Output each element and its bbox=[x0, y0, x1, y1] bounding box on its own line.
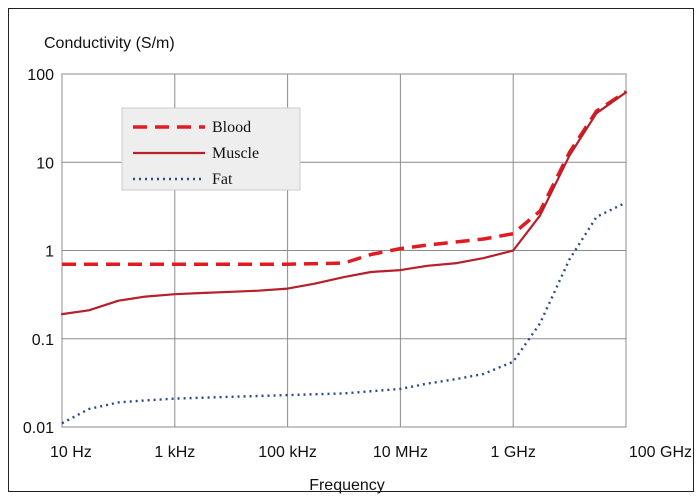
x-tick-label: 100 GHz bbox=[629, 444, 692, 461]
y-tick-label: 10 bbox=[36, 155, 54, 172]
x-tick-label: 1 kHz bbox=[154, 444, 195, 461]
y-tick-label: 1 bbox=[45, 244, 54, 261]
legend-box bbox=[121, 107, 301, 191]
series-line-muscle bbox=[60, 91, 628, 316]
legend-label-fat: Fat bbox=[212, 171, 233, 188]
y-axis-label: Conductivity (S/m) bbox=[44, 35, 175, 52]
x-tick-label: 100 kHz bbox=[258, 444, 317, 461]
legend-label-blood: Blood bbox=[212, 119, 251, 136]
x-axis-label: Frequency bbox=[309, 477, 385, 494]
x-tick-label: 10 Hz bbox=[50, 444, 92, 461]
tick-labels: 100 10 1 0.1 0.01 10 Hz 1 kHz 100 kHz 10 MHz 1 GH… bbox=[23, 67, 692, 461]
series-line-blood bbox=[62, 90, 627, 266]
series-line-fat bbox=[61, 201, 627, 425]
x-tick-label: 10 MHz bbox=[373, 444, 428, 461]
x-tick-label: 1 GHz bbox=[491, 444, 536, 461]
legend: Blood Muscle Fat bbox=[121, 107, 301, 191]
legend-label-muscle: Muscle bbox=[212, 145, 259, 162]
y-tick-label: 0.1 bbox=[32, 332, 54, 349]
series-lines bbox=[60, 90, 628, 425]
y-tick-label: 0.01 bbox=[23, 420, 54, 437]
y-tick-label: 100 bbox=[27, 67, 54, 84]
